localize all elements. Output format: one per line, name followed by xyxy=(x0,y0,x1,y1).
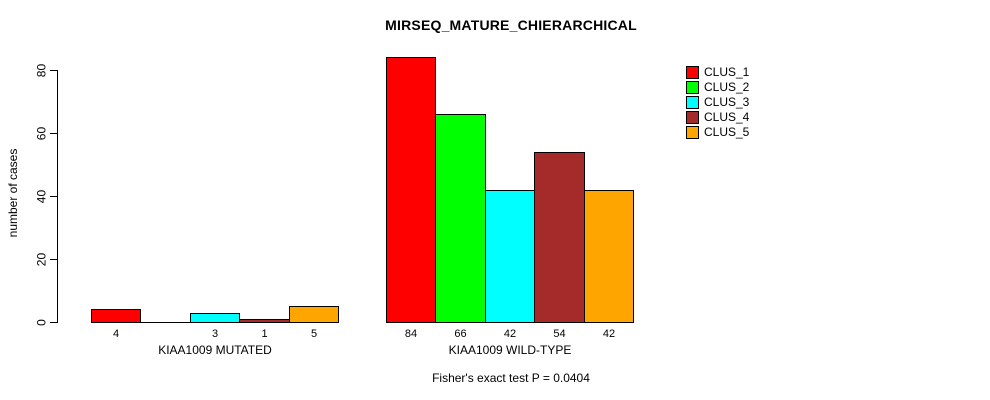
bar-value-label: 66 xyxy=(454,328,467,340)
legend-item: CLUS_3 xyxy=(686,95,749,110)
bar-value-label: 42 xyxy=(602,328,616,340)
y-axis-tick xyxy=(50,196,57,197)
bar-clus_5-group1 xyxy=(289,306,339,323)
bar-value-label: 3 xyxy=(211,328,219,340)
legend-item: CLUS_4 xyxy=(686,110,749,125)
bar-clus_1-group2 xyxy=(386,57,436,323)
bar-clus_5-group2 xyxy=(584,190,634,323)
y-axis-tick xyxy=(50,70,57,71)
y-axis-tick xyxy=(50,259,57,260)
group-baseline xyxy=(91,322,339,323)
bar-clus_3-group2 xyxy=(485,190,535,323)
y-axis-tick-label: 20 xyxy=(34,252,49,267)
bar-value-label: 54 xyxy=(553,328,566,340)
legend-label: CLUS_2 xyxy=(704,80,750,94)
legend-swatch-icon xyxy=(686,96,699,109)
fisher-test-annotation: Fisher's exact test P = 0.0404 xyxy=(432,371,590,385)
bar-value-label: 5 xyxy=(310,328,318,340)
y-axis-tick xyxy=(50,322,57,323)
legend-item: CLUS_2 xyxy=(686,80,749,95)
legend-item: CLUS_5 xyxy=(686,125,749,140)
legend-swatch-icon xyxy=(686,81,699,94)
group-label: KIAA1009 WILD-TYPE xyxy=(448,343,572,357)
bar-value-label: 84 xyxy=(404,328,418,340)
group-label: KIAA1009 MUTATED xyxy=(158,343,272,357)
legend-label: CLUS_4 xyxy=(704,110,750,124)
y-axis-tick xyxy=(50,133,57,134)
legend-item: CLUS_1 xyxy=(686,65,749,80)
bar-clus_2-group2 xyxy=(435,114,486,323)
y-axis-tick-label: 60 xyxy=(34,126,49,141)
legend-label: CLUS_1 xyxy=(704,65,750,79)
group-baseline xyxy=(386,322,634,323)
legend-swatch-icon xyxy=(686,111,699,124)
y-axis-tick-label: 40 xyxy=(34,189,49,204)
legend-swatch-icon xyxy=(686,66,699,79)
y-axis-line xyxy=(57,70,58,323)
y-axis-tick-label: 80 xyxy=(34,63,49,78)
legend-label: CLUS_3 xyxy=(704,95,750,109)
bar-value-label: 4 xyxy=(112,328,120,340)
bar-value-label: 42 xyxy=(503,328,517,340)
bar-clus_1-group1 xyxy=(91,309,141,323)
bar-clus_4-group2 xyxy=(534,152,585,323)
legend-label: CLUS_5 xyxy=(704,125,750,139)
bar-value-label: 1 xyxy=(261,328,268,340)
chart-legend: CLUS_1 CLUS_2 CLUS_3 CLUS_4 CLUS_5 xyxy=(686,65,749,140)
y-axis-tick-label: 0 xyxy=(34,319,49,326)
legend-swatch-icon xyxy=(686,126,699,139)
chart-title: MIRSEQ_MATURE_CHIERARCHICAL xyxy=(385,17,637,33)
